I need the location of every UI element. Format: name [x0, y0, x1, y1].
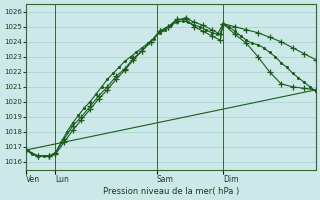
X-axis label: Pression niveau de la mer( hPa ): Pression niveau de la mer( hPa ): [103, 187, 239, 196]
